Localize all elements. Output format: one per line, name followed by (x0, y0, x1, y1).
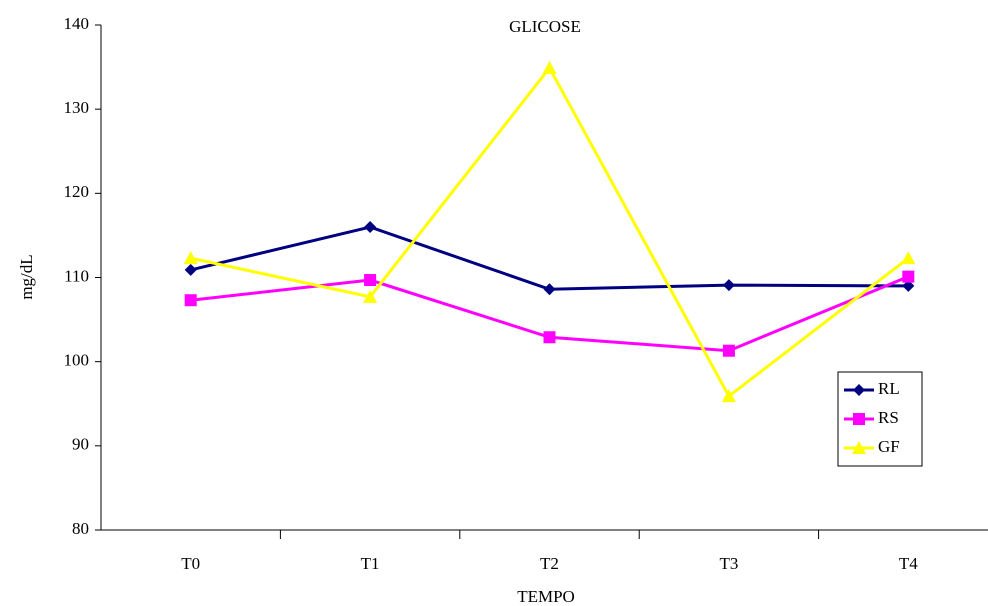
legend-label: GF (878, 437, 900, 456)
marker (901, 251, 916, 265)
marker (184, 294, 197, 307)
x-tick-label: T0 (181, 554, 200, 573)
x-tick-label: T2 (540, 554, 559, 573)
marker (184, 263, 197, 276)
marker (902, 270, 915, 283)
y-tick-label: 80 (72, 519, 89, 538)
marker (853, 413, 865, 425)
marker (722, 344, 735, 357)
x-tick-label: T4 (899, 554, 918, 573)
line (190, 65, 910, 399)
y-tick-label: 140 (64, 14, 90, 33)
marker (542, 60, 557, 74)
marker (543, 331, 556, 344)
marker (364, 274, 377, 287)
legend-label: RS (878, 408, 899, 427)
marker (853, 384, 865, 396)
marker (183, 251, 198, 265)
x-axis-label: TEMPO (517, 587, 575, 606)
marker (902, 279, 915, 292)
y-tick-label: 130 (64, 98, 90, 117)
series (184, 270, 915, 357)
chart-title: GLICOSE (509, 17, 581, 36)
marker (543, 283, 556, 296)
legend-label: RL (878, 379, 900, 398)
series (184, 221, 915, 296)
y-tick-label: 100 (64, 351, 90, 370)
x-tick-label: T1 (361, 554, 380, 573)
y-tick-label: 110 (64, 266, 89, 285)
x-tick-label: T3 (719, 554, 738, 573)
marker (721, 389, 736, 403)
y-tick-label: 90 (72, 435, 89, 454)
series (183, 60, 916, 403)
marker (722, 279, 735, 292)
marker (364, 221, 377, 233)
marker (363, 289, 378, 303)
marker (852, 441, 866, 454)
y-tick-label: 120 (64, 182, 90, 201)
y-axis-label: mg/dL (17, 254, 36, 299)
